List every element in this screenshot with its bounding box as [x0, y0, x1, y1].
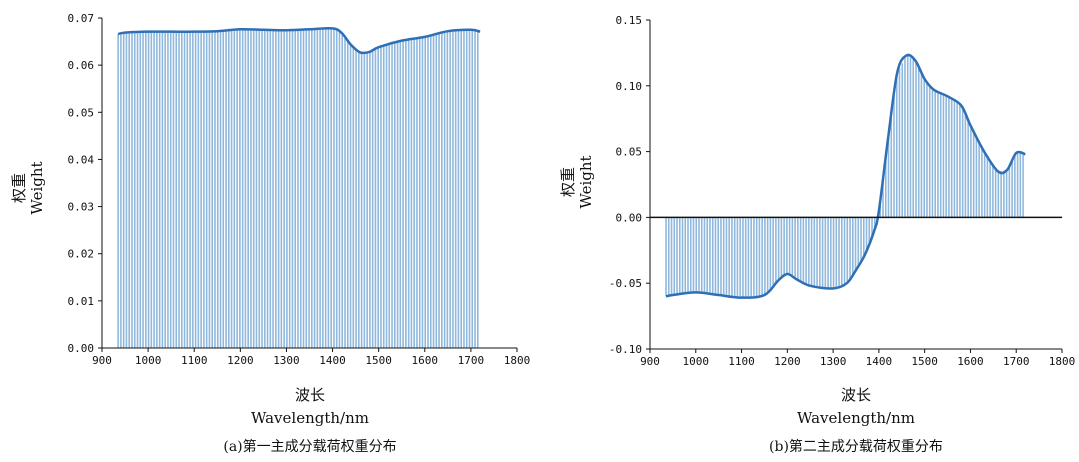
x-tick-label-a: 1300 — [273, 354, 300, 367]
caption-a: (a)第一主成分载荷权重分布 — [223, 438, 396, 455]
y-label-en-a: Weight — [28, 161, 46, 214]
x-tick-label-a: 1500 — [365, 354, 392, 367]
y-tick-label-a: 0.03 — [68, 201, 95, 214]
x-tick-label-b: 1700 — [1003, 355, 1030, 368]
y-tick-label-b: 0.05 — [616, 146, 643, 159]
x-tick-label-b: 1200 — [774, 355, 801, 368]
y-tick-label-a: 0.01 — [68, 295, 95, 308]
y-tick-label-b: -0.05 — [609, 277, 642, 290]
bars-b — [665, 56, 1024, 298]
x-ticks-b: 900 1000 1100 1200 1300 1400 1500 1600 1700 1800 — [640, 349, 1075, 368]
y-ticks-b: -0.10 -0.05 0.00 0.05 0.10 0.15 — [609, 14, 650, 356]
x-label-en-a: Wavelength/nm — [251, 409, 369, 427]
x-ticks-a: 900 1000 1100 1200 1300 1400 1500 1600 1700 1800 — [92, 348, 530, 367]
y-label-cn-a: 权重 — [10, 173, 28, 203]
x-tick-label-b: 1500 — [911, 355, 938, 368]
x-tick-label-b: 1300 — [820, 355, 847, 368]
x-tick-label-b: 1100 — [728, 355, 755, 368]
x-label-en-b: Wavelength/nm — [797, 409, 915, 427]
x-tick-label-a: 900 — [92, 354, 112, 367]
y-tick-label-b: 0.10 — [616, 80, 643, 93]
x-label-cn-b: 波长 — [841, 386, 871, 404]
y-tick-label-b: 0.00 — [616, 211, 643, 224]
x-tick-label-a: 1100 — [181, 354, 208, 367]
x-tick-label-b: 1800 — [1049, 355, 1076, 368]
y-tick-label-a: 0.02 — [68, 248, 95, 261]
y-tick-label-b: 0.15 — [616, 14, 643, 27]
x-tick-label-a: 1200 — [227, 354, 254, 367]
x-tick-label-a: 1700 — [458, 354, 485, 367]
x-tick-label-b: 1400 — [866, 355, 893, 368]
bars-a — [117, 28, 479, 348]
series-line-b — [665, 53, 1026, 299]
x-label-cn-a: 波长 — [295, 386, 325, 404]
series-line-a — [117, 26, 481, 55]
y-label-cn-b: 权重 — [559, 167, 577, 197]
y-tick-label-a: 0.05 — [68, 106, 95, 119]
y-tick-label-a: 0.07 — [68, 12, 95, 25]
y-tick-label-a: 0.04 — [68, 153, 95, 166]
x-tick-label-a: 1400 — [319, 354, 346, 367]
y-tick-label-a: 0.06 — [68, 59, 95, 72]
x-tick-label-b: 1600 — [957, 355, 984, 368]
y-tick-label-a: 0.00 — [68, 342, 95, 355]
x-tick-label-b: 900 — [640, 355, 660, 368]
caption-b: (b)第二主成分载荷权重分布 — [769, 438, 943, 455]
y-label-en-b: Weight — [577, 155, 595, 208]
x-tick-label-b: 1000 — [683, 355, 710, 368]
chart-a: 900 1000 1100 1200 1300 1400 1500 1600 1700 1800 … — [10, 12, 530, 455]
y-tick-label-b: -0.10 — [609, 343, 642, 356]
x-tick-label-a: 1800 — [504, 354, 531, 367]
x-tick-label-a: 1000 — [135, 354, 162, 367]
x-tick-label-a: 1600 — [412, 354, 439, 367]
y-ticks-a: 0.00 0.01 0.02 0.03 0.04 0.05 0.06 0.07 — [68, 12, 102, 355]
chart-b: 900 1000 1100 1200 1300 1400 1500 1600 1700 1800 … — [559, 14, 1075, 455]
